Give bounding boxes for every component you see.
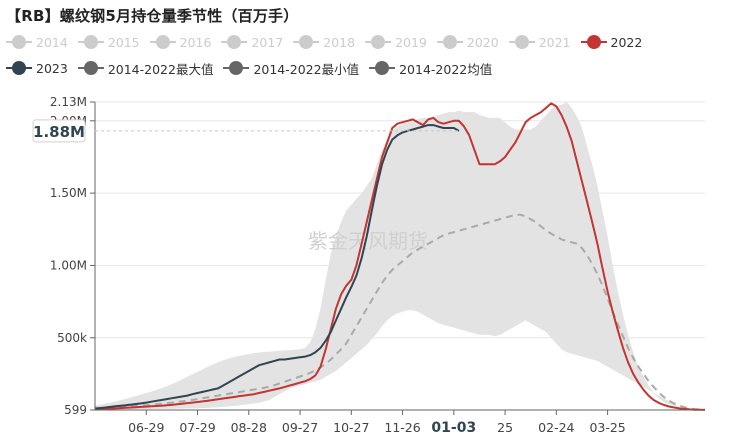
legend-label: 2014-2022均值 <box>399 61 493 77</box>
legend-item-2018[interactable]: 2018 <box>293 35 355 50</box>
legend-label: 2021 <box>538 34 571 50</box>
tooltip-value: 1.88M <box>33 123 85 141</box>
legend-item-2020[interactable]: 2020 <box>436 34 499 50</box>
max-min-band <box>95 102 705 410</box>
legend-label: 2022 <box>610 34 643 50</box>
x-tick-label: 25 <box>497 420 513 435</box>
legend-label: 2018 <box>323 34 356 50</box>
x-tick-label: 02-24 <box>538 420 574 435</box>
legend-row-2: 2023 2014-2022最大值 2014-2022最小值 2014-2022均值 <box>0 58 496 78</box>
legend-item-2016[interactable]: 2016 <box>149 34 212 50</box>
legend-label: 2017 <box>251 34 284 50</box>
x-tick-label: 11-26 <box>384 420 420 435</box>
x-tick-label: 01-03 <box>431 420 476 436</box>
x-tick-label: 03-25 <box>589 420 625 435</box>
y-tick-label: 1.00M <box>50 258 87 272</box>
legend-item-2023[interactable]: 2023 <box>6 61 68 76</box>
legend-item-2014-2022最小值[interactable]: 2014-2022最小值 <box>223 59 359 78</box>
legend-item-2017[interactable]: 2017 <box>221 35 283 50</box>
legend-row-1: 2014 2015 2016 2017 2018 2019 2020 2021 2022 <box>0 32 646 52</box>
axes: 599500k1.00M1.50M2.00M2.13M06-2907-2908-… <box>50 95 705 436</box>
legend-label: 2019 <box>395 34 427 50</box>
legend-marker-icon <box>369 61 396 75</box>
legend-item-2014-2022最大值[interactable]: 2014-2022最大值 <box>77 59 214 78</box>
x-tick-label: 09-27 <box>282 420 318 435</box>
legend-item-2022[interactable]: 2022 <box>580 34 643 50</box>
legend-item-2015[interactable]: 2015 <box>77 34 140 50</box>
legend-marker-icon <box>77 35 104 49</box>
x-tick-label: 06-29 <box>128 420 164 435</box>
legend-marker-icon <box>436 35 463 49</box>
range-band <box>95 102 705 410</box>
legend-marker-icon <box>77 61 104 75</box>
x-tick-label: 10-27 <box>333 420 369 435</box>
legend-marker-icon <box>508 35 535 49</box>
legend-label: 2023 <box>36 60 68 76</box>
avg-line <box>94 213 706 411</box>
x-tick-label: 08-28 <box>231 420 267 435</box>
legend-marker-icon <box>221 35 248 49</box>
legend-label: 2014 <box>36 34 68 50</box>
value-tooltip: 1.88M <box>32 119 459 143</box>
legend-marker-icon <box>6 35 32 49</box>
legend-label: 2014-2022最小值 <box>253 61 360 77</box>
y-tick-label: 2.13M <box>50 95 87 109</box>
legend-label: 2015 <box>107 34 140 50</box>
series-2022-line <box>94 102 706 411</box>
y-tick-label: 1.50M <box>50 186 87 200</box>
legend-label: 2016 <box>179 34 212 50</box>
y-tick-label: 500k <box>57 331 87 345</box>
legend-label: 2020 <box>466 34 499 50</box>
x-tick-label: 07-29 <box>179 420 215 435</box>
series-lines <box>94 102 706 411</box>
legend-marker-icon <box>6 61 32 75</box>
legend-marker-icon <box>223 61 250 75</box>
legend-label: 2014-2022最大值 <box>107 61 214 77</box>
legend-item-2019[interactable]: 2019 <box>365 35 427 50</box>
series-2023-line <box>94 124 460 410</box>
tooltip-box <box>32 119 86 143</box>
legend-marker-icon <box>149 35 176 49</box>
legend-item-2014-2022均值[interactable]: 2014-2022均值 <box>369 59 492 78</box>
legend-marker-icon <box>365 35 392 49</box>
legend-item-2021[interactable]: 2021 <box>508 34 571 50</box>
legend-item-2014[interactable]: 2014 <box>6 35 68 50</box>
legend-marker-icon <box>580 35 607 49</box>
legend-marker-icon <box>293 35 320 49</box>
chart-title: 【RB】螺纹钢5月持仓量季节性（百万手） <box>6 7 299 25</box>
y-tick-label: 599 <box>64 403 87 417</box>
